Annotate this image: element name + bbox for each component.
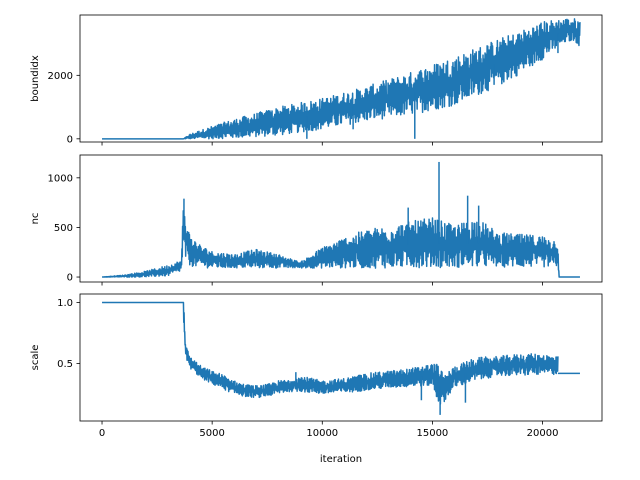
x-tick-label-scale-0: 0 — [99, 428, 105, 439]
series-line-nc — [101, 210, 581, 278]
axes-frame-boundidx — [79, 14, 603, 143]
y-tick-label-scale-0: 0.5 — [57, 359, 73, 370]
y-tick-label-nc-1: 500 — [54, 223, 73, 234]
axes-frame-nc — [79, 154, 603, 283]
subplot-scale: 0 5000 10000 15000 20000 0.5 1.0 scale iteration — [30, 293, 603, 465]
x-tick-label-scale-2: 10000 — [306, 428, 338, 439]
y-tick-label-boundidx-0: 0 — [67, 134, 73, 145]
axes-frame-scale — [79, 293, 603, 422]
subplot-nc: 0 500 1000 nc — [30, 154, 603, 286]
x-axis-label-scale: iteration — [320, 454, 362, 465]
y-axis-label-boundidx: boundidx — [30, 55, 41, 102]
y-tick-label-nc-2: 1000 — [48, 173, 73, 184]
x-tick-label-scale-4: 20000 — [527, 428, 559, 439]
x-tick-label-scale-1: 5000 — [199, 428, 224, 439]
series-line-scale — [101, 301, 559, 405]
subplot-boundidx: 0 2000 boundidx — [30, 14, 603, 146]
series-line-boundidx — [101, 18, 581, 140]
subplots: 0 2000 boundidx 0 500 1000 nc 0 5000 10000 15000 20… — [30, 14, 603, 465]
y-axis-label-scale: scale — [30, 345, 41, 371]
x-tick-label-scale-3: 15000 — [416, 428, 448, 439]
y-tick-label-boundidx-1: 2000 — [48, 71, 73, 82]
y-axis-label-nc: nc — [30, 213, 41, 225]
y-tick-label-nc-0: 0 — [67, 273, 73, 284]
y-tick-label-scale-1: 1.0 — [57, 298, 73, 309]
